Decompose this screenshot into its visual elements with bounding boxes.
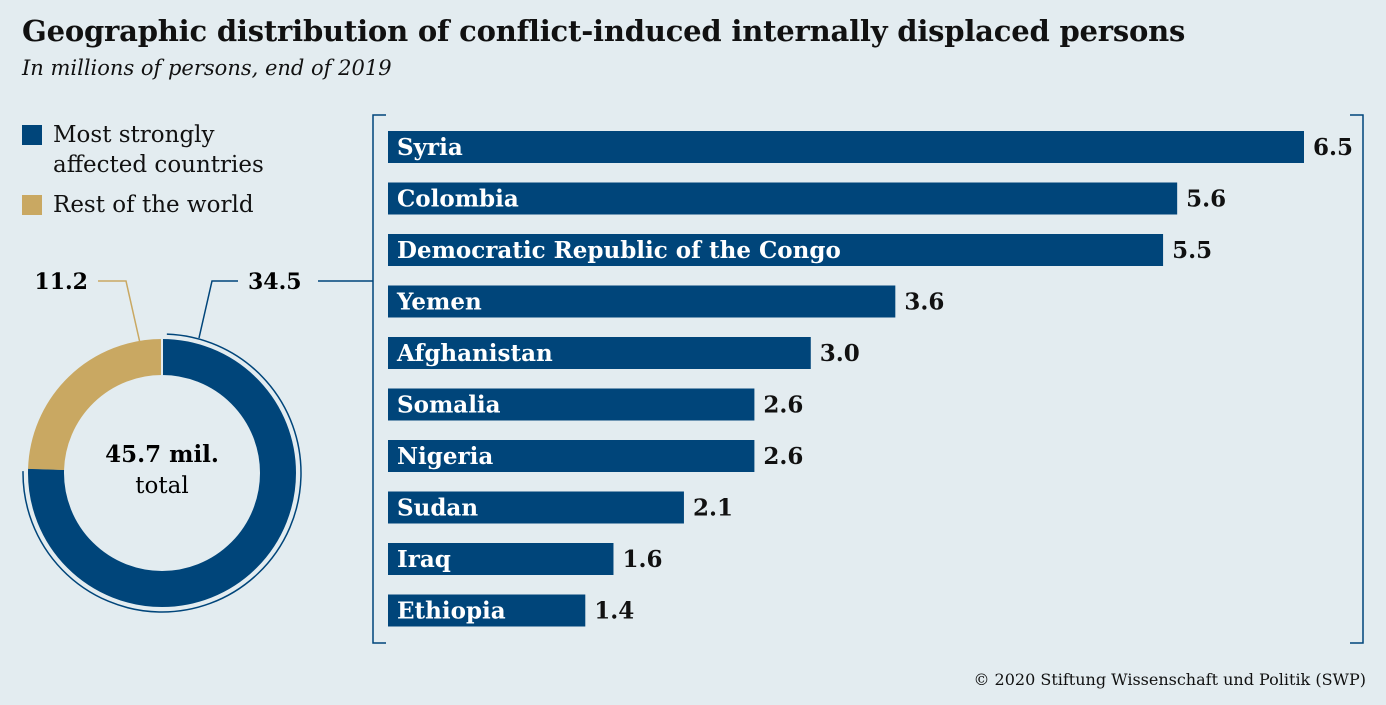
legend-item-rest: Rest of the world bbox=[22, 190, 303, 220]
bar-4 bbox=[388, 337, 811, 369]
bar-value-label-2: 5.5 bbox=[1172, 237, 1212, 264]
bar-value-label-6: 2.6 bbox=[763, 443, 803, 470]
bar-value-label-4: 3.0 bbox=[820, 340, 860, 367]
legend-label-rest: Rest of the world bbox=[53, 192, 254, 218]
bar-value-label-8: 1.6 bbox=[622, 546, 662, 573]
bar-6 bbox=[388, 440, 755, 472]
bar-0 bbox=[388, 131, 1304, 163]
bar-1 bbox=[388, 182, 1178, 215]
bar-category-label-1: Colombia bbox=[397, 186, 519, 213]
chart-title: Geographic distribution of conflict-indu… bbox=[22, 14, 1186, 48]
copyright-notice: © 2020 Stiftung Wissenschaft und Politik… bbox=[973, 670, 1366, 689]
bracket-right bbox=[1350, 114, 1364, 644]
bar-category-label-3: Yemen bbox=[396, 289, 482, 316]
bar-value-label-9: 1.4 bbox=[594, 598, 634, 625]
bar-value-label-5: 2.6 bbox=[763, 392, 803, 419]
donut-center-value: 45.7 mil. bbox=[105, 441, 219, 468]
donut-label-rest: 11.2 bbox=[34, 269, 88, 295]
bar-category-label-2: Democratic Republic of the Congo bbox=[397, 237, 841, 264]
bar-category-label-7: Sudan bbox=[397, 495, 478, 522]
bar-value-label-1: 5.6 bbox=[1186, 186, 1226, 213]
chart-subtitle: In millions of persons, end of 2019 bbox=[22, 56, 392, 80]
bar-chart: Syria 6.5 Colombia 5.6 Democratic Republic o… bbox=[388, 131, 1353, 627]
bar-category-label-6: Nigeria bbox=[397, 443, 493, 470]
legend-swatch-rest bbox=[22, 195, 42, 215]
bar-3 bbox=[388, 285, 896, 318]
bar-category-label-9: Ethiopia bbox=[397, 598, 506, 625]
bar-8 bbox=[388, 543, 614, 575]
leader-line-rest bbox=[98, 280, 141, 344]
bar-category-label-5: Somalia bbox=[397, 392, 501, 419]
leader-line-affected bbox=[198, 280, 238, 339]
legend: Most strongly affected countries Rest of… bbox=[22, 120, 303, 230]
legend-label-affected: Most strongly affected countries bbox=[53, 122, 264, 178]
bar-value-label-0: 6.5 bbox=[1313, 134, 1353, 161]
bar-7 bbox=[388, 491, 684, 524]
bar-category-label-0: Syria bbox=[397, 134, 463, 161]
bar-5 bbox=[388, 388, 755, 421]
bar-category-label-8: Iraq bbox=[397, 546, 451, 573]
legend-swatch-affected bbox=[22, 125, 42, 145]
bar-category-label-4: Afghanistan bbox=[396, 340, 553, 367]
donut-outer-arc bbox=[22, 333, 302, 613]
donut-center-text: total bbox=[135, 473, 188, 499]
bar-value-label-7: 2.1 bbox=[693, 495, 733, 522]
bar-value-label-3: 3.6 bbox=[904, 289, 944, 316]
bar-9 bbox=[388, 594, 586, 627]
donut-segment-rest bbox=[27, 339, 296, 607]
legend-item-affected: Most strongly affected countries bbox=[22, 120, 303, 180]
bar-2 bbox=[388, 234, 1164, 266]
bracket-left bbox=[372, 114, 386, 644]
donut-label-affected: 34.5 bbox=[248, 269, 302, 295]
donut-chart: 45.7 mil. total 11.2 34.5 bbox=[22, 269, 373, 613]
